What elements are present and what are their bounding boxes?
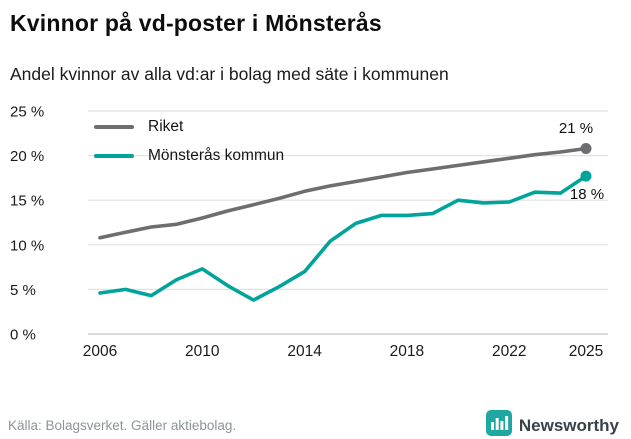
newsworthy-chart-icon (485, 410, 512, 439)
svg-text:2014: 2014 (287, 343, 322, 360)
svg-text:2018: 2018 (390, 343, 424, 360)
svg-text:2022: 2022 (492, 343, 526, 360)
svg-text:20 %: 20 % (10, 148, 44, 165)
chart-legend: Riket Mönsterås kommun (94, 117, 284, 166)
legend-item-riket: Riket (94, 117, 284, 137)
svg-text:10 %: 10 % (10, 237, 44, 254)
chart-canvas: 0 % 5 % 10 % 15 % 20 % 25 % 2006 2010 2014 2018 20… (10, 104, 608, 360)
svg-text:15 %: 15 % (10, 193, 44, 210)
newsworthy-logo: Newsworthy (485, 410, 619, 439)
riket-line-swatch (94, 125, 134, 129)
newsworthy-wordmark: Newsworthy (518, 415, 619, 435)
page-title: Kvinnor på vd-poster i Mönsterås (10, 10, 382, 36)
chart-footer: Källa: Bolagsverket. Gäller aktiebolag. … (0, 410, 631, 439)
source-note: Källa: Bolagsverket. Gäller aktiebolag. (8, 418, 237, 433)
chart-card: Kvinnor på vd-poster i Mönsterås Andel k… (0, 10, 631, 439)
legend-item-monsteras: Mönsterås kommun (94, 146, 284, 166)
svg-text:2010: 2010 (185, 343, 220, 360)
end-label-1: 18 % (569, 186, 605, 204)
svg-text:2025: 2025 (569, 343, 603, 360)
monsteras-line-swatch (94, 154, 134, 158)
end-label-0: 21 % (558, 120, 594, 138)
svg-text:25 %: 25 % (10, 104, 44, 121)
svg-text:5 %: 5 % (10, 282, 36, 299)
svg-text:2006: 2006 (83, 343, 117, 360)
svg-text:0 %: 0 % (10, 327, 36, 344)
line-chart: 0 % 5 % 10 % 15 % 20 % 25 % 2006 2010 2014 2018 20… (0, 99, 631, 364)
page-subtitle: Andel kvinnor av alla vd:ar i bolag med … (10, 64, 449, 84)
legend-label-monsteras: Mönsterås kommun (148, 147, 285, 164)
legend-label-riket: Riket (148, 118, 184, 135)
